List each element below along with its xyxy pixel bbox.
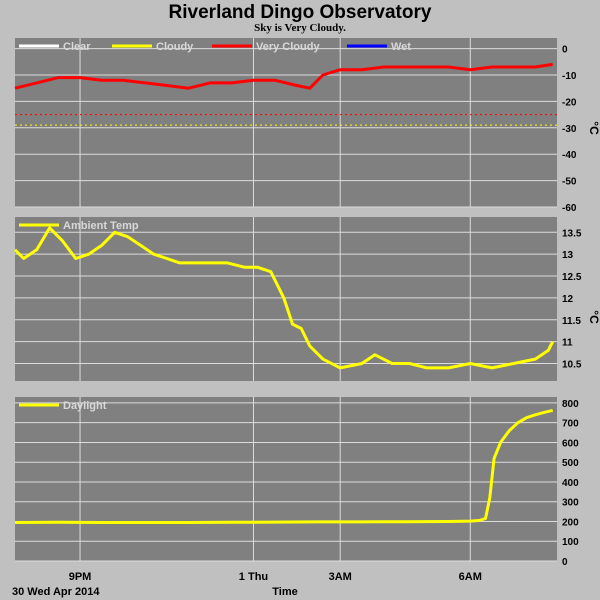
x-axis: 9PM 1 Thu 3AM 6AM [69, 571, 482, 583]
plot-area [15, 38, 557, 207]
x-tick-label: 9PM [69, 571, 92, 583]
x-axis-label: Time [272, 586, 297, 598]
y-axis-unit: °C [587, 121, 600, 135]
y-tick-label: 13.5 [562, 228, 582, 239]
y-tick-label: 700 [562, 419, 579, 430]
legend-entry: Daylight [63, 400, 107, 412]
y-tick-label: -10 [562, 71, 577, 82]
series-line [14, 408, 554, 524]
y-tick-label: 13 [562, 250, 574, 261]
series-line [14, 62, 553, 90]
y-tick-label: -50 [562, 177, 577, 188]
chart-subtitle: Sky is Very Cloudy. [254, 22, 346, 34]
y-tick-label: 0 [562, 45, 568, 56]
daylight-panel: 800 700 600 500 400 300 200 100 0 Daylight [14, 397, 579, 568]
legend-entry: Clear [63, 41, 91, 53]
y-tick-label: 600 [562, 438, 579, 449]
legend-entry: Wet [391, 41, 411, 53]
y-tick-label: 400 [562, 478, 579, 489]
y-tick-label: 11.5 [562, 316, 581, 327]
y-tick-label: 12 [562, 294, 574, 305]
x-tick-label: 1 Thu [239, 571, 268, 583]
legend-entry: Cloudy [156, 41, 194, 53]
sky-temperature-panel: 0 -10 -20 -30 -40 -50 -60 Clear Cloudy Very Cloud… [14, 38, 600, 214]
y-tick-label: 10.5 [562, 360, 582, 371]
legend-entry: Ambient Temp [63, 220, 139, 232]
y-tick-label: 800 [562, 399, 579, 410]
x-tick-label: 6AM [459, 571, 482, 583]
legend-entry: Very Cloudy [256, 41, 320, 53]
y-tick-label: 300 [562, 498, 579, 509]
y-tick-label: 500 [562, 458, 579, 469]
y-tick-label: 0 [562, 557, 568, 568]
plot-area [15, 397, 557, 561]
y-tick-label: -60 [562, 203, 577, 214]
series-line [13, 226, 555, 370]
plot-area [15, 217, 557, 381]
chart-title: Riverland Dingo Observatory [169, 2, 432, 23]
y-tick-label: 100 [562, 537, 579, 548]
ambient-temperature-panel: 13.5 13 12.5 12 11.5 11 10.5 Ambient Temp °C [13, 217, 600, 381]
y-tick-label: -30 [562, 124, 577, 135]
y-tick-label: -40 [562, 150, 577, 161]
y-tick-label: 200 [562, 517, 579, 528]
x-tick-label: 3AM [329, 571, 352, 583]
y-tick-label: 12.5 [562, 272, 582, 283]
y-tick-label: -20 [562, 97, 577, 108]
date-label: 30 Wed Apr 2014 [12, 586, 100, 598]
y-axis-unit: °C [587, 310, 600, 324]
y-tick-label: 11 [562, 338, 573, 349]
